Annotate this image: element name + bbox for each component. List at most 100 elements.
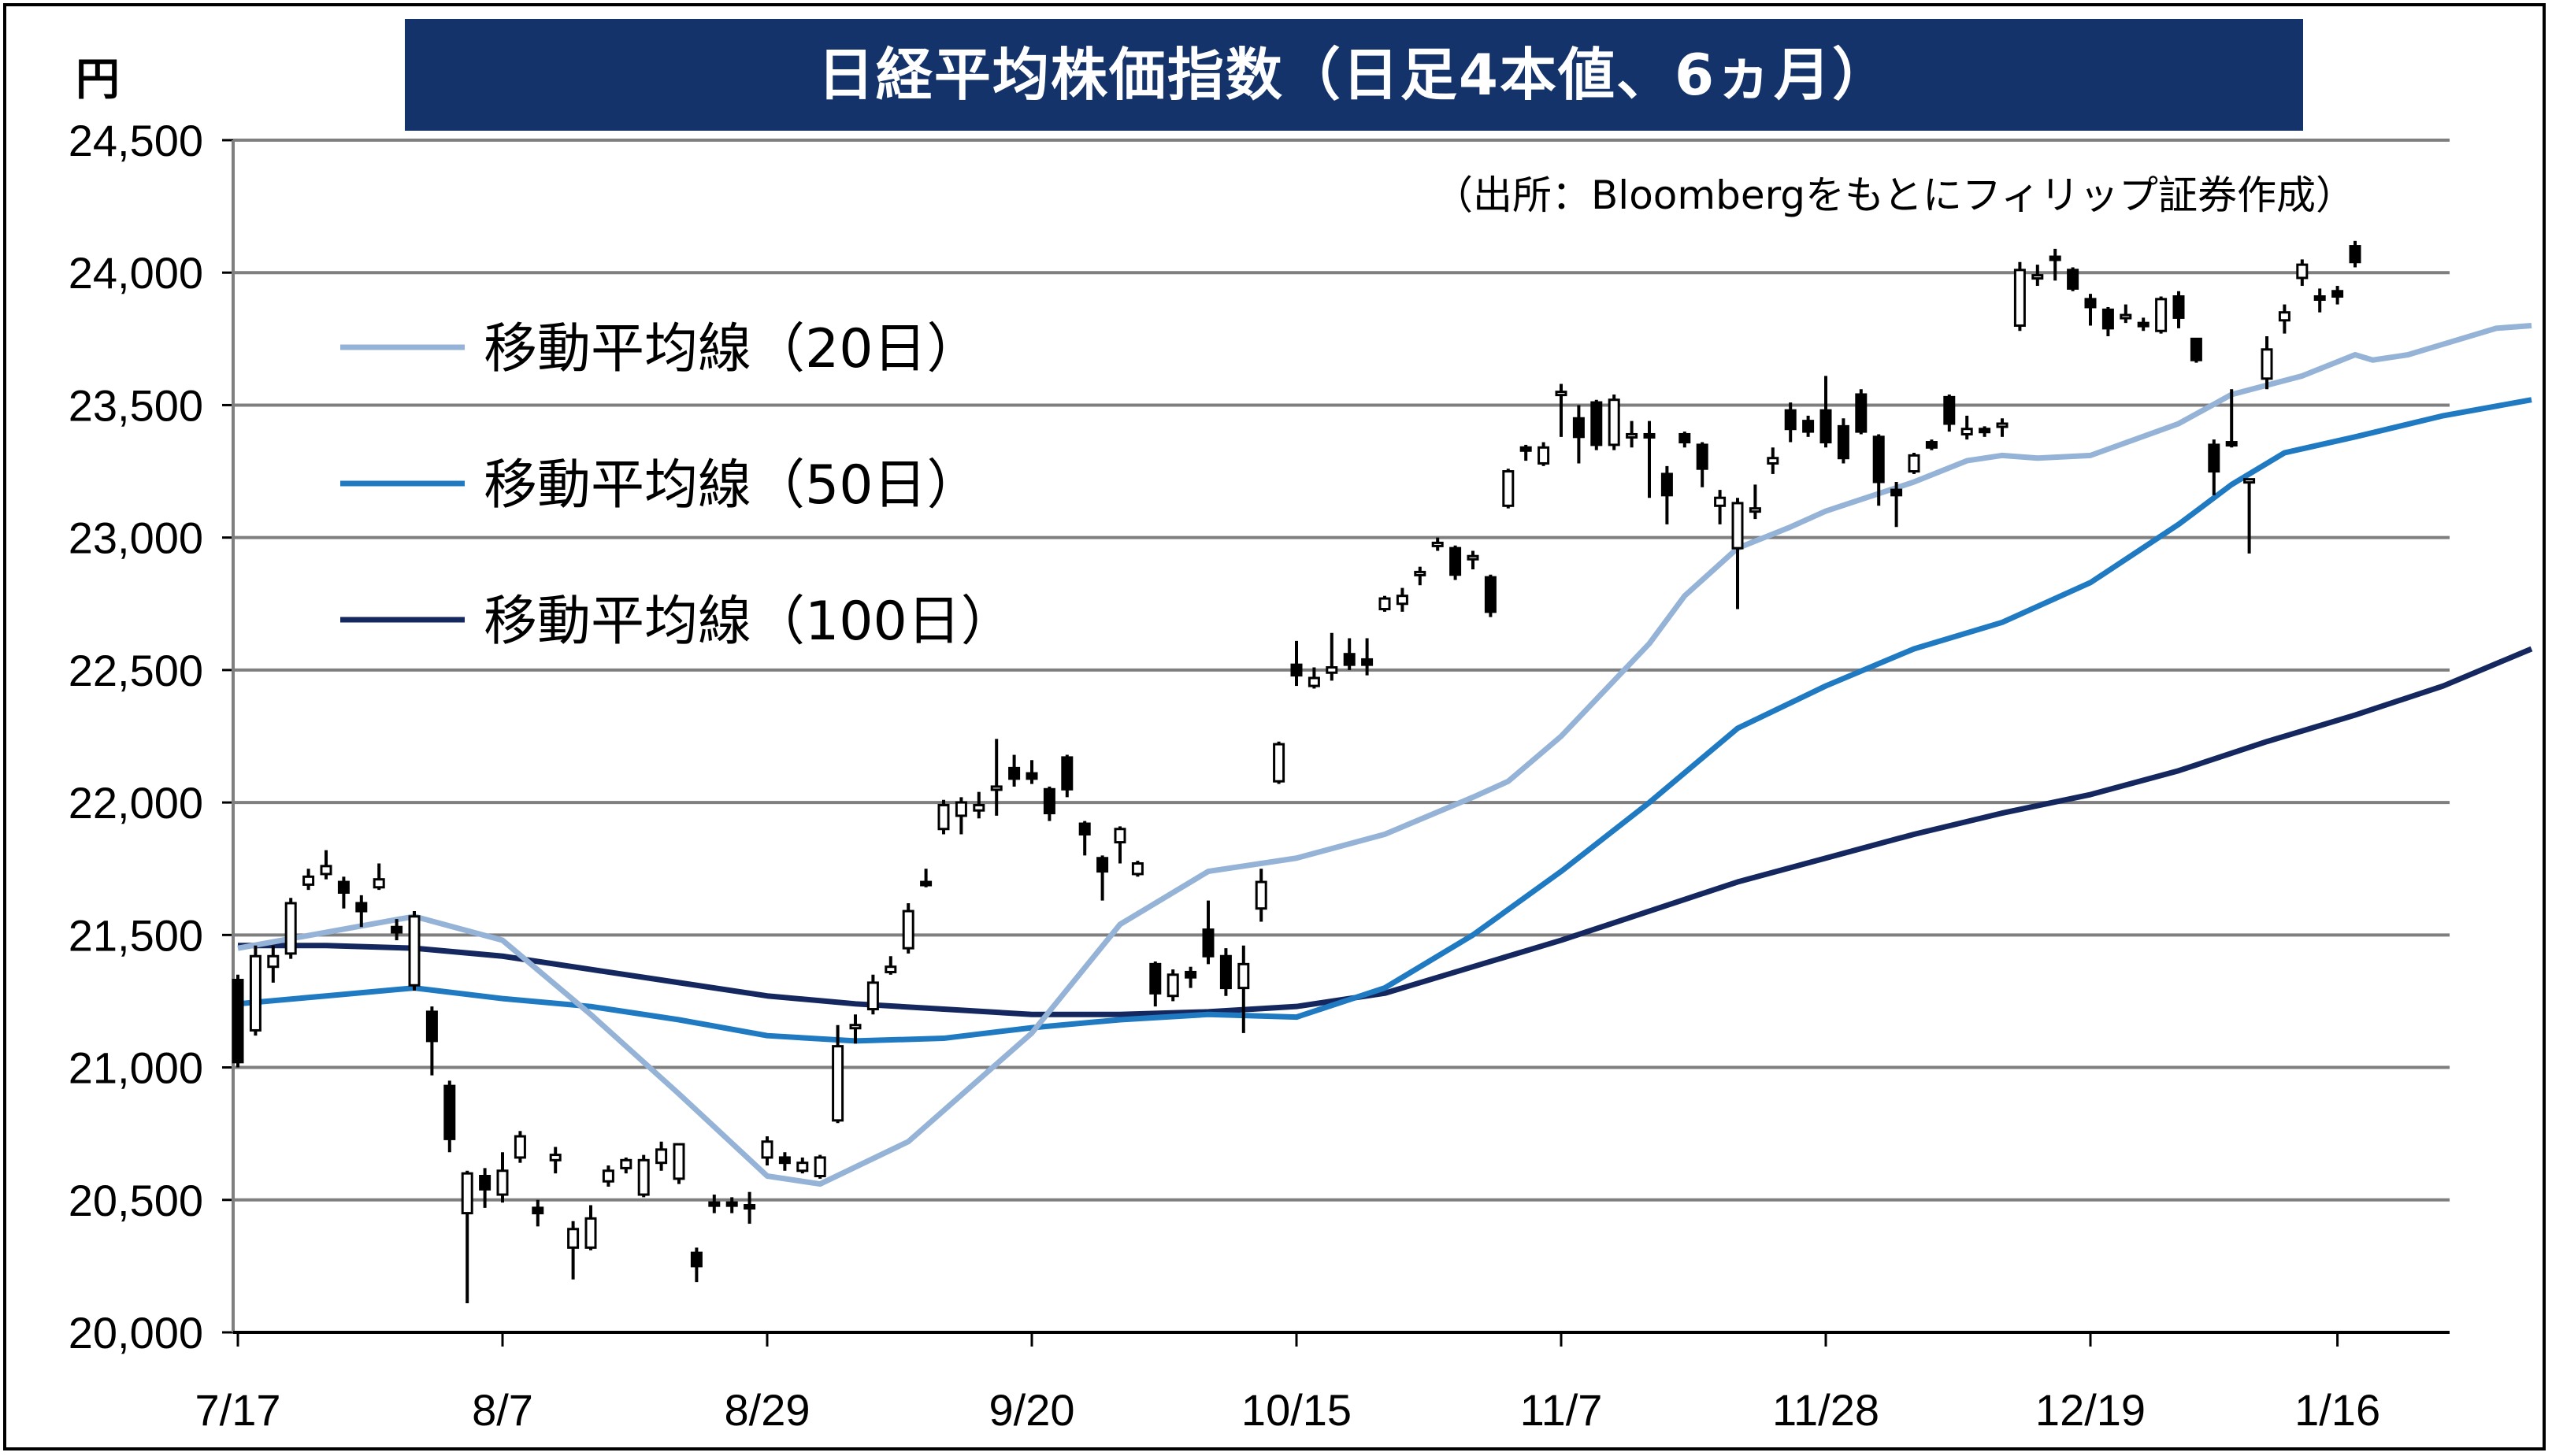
candle: [1396, 587, 1408, 612]
candle: [1202, 900, 1215, 965]
candle: [2013, 261, 2026, 332]
candles: [232, 240, 2361, 1303]
candle-body-down: [1484, 576, 1497, 613]
candle-body-up: [1749, 507, 1761, 513]
candle: [761, 1136, 773, 1166]
candle-body-up: [584, 1217, 597, 1249]
candle-body-up: [1167, 973, 1179, 998]
candle: [1678, 432, 1691, 448]
candle-body-up: [2261, 348, 2273, 380]
candle: [1378, 595, 1391, 612]
candle: [1872, 434, 1885, 506]
candle-body-up: [2243, 478, 2256, 484]
candle: [1431, 537, 1444, 551]
candle: [461, 1170, 473, 1303]
candle-body-up: [973, 803, 985, 812]
candle-body-up: [990, 785, 1003, 791]
x-tick-label: 8/29: [725, 1385, 810, 1435]
candle: [1660, 465, 1673, 524]
candle: [1767, 447, 1779, 474]
candle: [1943, 394, 1956, 432]
candle: [2261, 335, 2273, 390]
candle-body-down: [1519, 446, 1532, 452]
candle-body-up: [1467, 554, 1479, 561]
candle: [1538, 442, 1550, 466]
candle: [443, 1080, 456, 1153]
candle-body-down: [2313, 295, 2326, 302]
candle-body-down: [1837, 424, 1849, 460]
candle-body-down: [1219, 954, 1232, 990]
candle-body-up: [1255, 880, 1267, 910]
candle-body-down: [2349, 245, 2361, 264]
candle: [1326, 632, 1338, 681]
candle: [602, 1165, 614, 1187]
candle: [832, 1024, 844, 1124]
candle: [1890, 482, 1903, 528]
candle: [1096, 855, 1109, 901]
candle: [1167, 969, 1179, 1002]
candle-body-up: [249, 954, 262, 1032]
candle-body-up: [1908, 454, 1920, 473]
axes: [232, 140, 2450, 1334]
candle-body-down: [1026, 772, 1038, 780]
candle-body-down: [1696, 443, 1708, 470]
candle: [1608, 394, 1620, 450]
candle-body-up: [461, 1172, 473, 1215]
candle: [2331, 286, 2344, 305]
candle-body-up: [1114, 828, 1126, 844]
candle: [1502, 469, 1515, 509]
candle-body-down: [2101, 308, 2114, 330]
candle-body-down: [391, 925, 403, 934]
candle: [1061, 754, 1074, 798]
candle: [708, 1195, 721, 1213]
candle: [532, 1199, 544, 1227]
candle-body-up: [373, 878, 385, 889]
candle: [1026, 760, 1038, 784]
candle: [1343, 638, 1356, 670]
candle: [2278, 304, 2290, 334]
candle-body-down: [1343, 653, 1356, 666]
candle: [408, 911, 421, 991]
candle: [1290, 640, 1303, 687]
y-tick-label: 23,500: [69, 380, 203, 430]
candle-body-up: [2155, 298, 2168, 332]
candle-body-down: [2190, 337, 2202, 361]
candle: [1467, 550, 1479, 570]
candle-body-down: [2137, 321, 2150, 328]
candle: [814, 1154, 826, 1179]
series-line-ma50: [237, 397, 2532, 1044]
candle: [355, 895, 368, 928]
candle-body-up: [514, 1135, 526, 1159]
candle: [1555, 383, 1567, 437]
candle: [2313, 288, 2326, 313]
candle: [1078, 821, 1091, 856]
candle-body-up: [814, 1156, 826, 1177]
candle-body-down: [1043, 787, 1055, 815]
candle-body-up: [2013, 269, 2026, 328]
candle-body-down: [2049, 255, 2061, 261]
candle-body-up: [1626, 432, 1638, 439]
candle: [479, 1168, 491, 1208]
candle-body-up: [955, 801, 967, 817]
y-tick-label: 20,000: [69, 1308, 203, 1358]
candle: [937, 799, 950, 835]
candle-body-down: [1678, 432, 1691, 444]
candle-body-up: [832, 1045, 844, 1122]
candle-body-down: [1149, 962, 1162, 995]
candle: [1414, 566, 1426, 586]
candle-body-up: [937, 803, 950, 831]
candle: [1273, 741, 1285, 784]
candle: [1149, 961, 1162, 1007]
candle: [1837, 418, 1849, 464]
candle: [1572, 405, 1585, 464]
candle: [796, 1157, 809, 1174]
candle-body-down: [1802, 420, 1815, 433]
x-tick-label: 10/15: [1241, 1385, 1352, 1435]
candle: [849, 1014, 862, 1044]
candle: [1643, 420, 1656, 498]
candle-body-down: [1979, 428, 1991, 434]
candle: [2084, 294, 2097, 326]
candle: [990, 739, 1003, 816]
candle-body-down: [1943, 395, 1956, 425]
